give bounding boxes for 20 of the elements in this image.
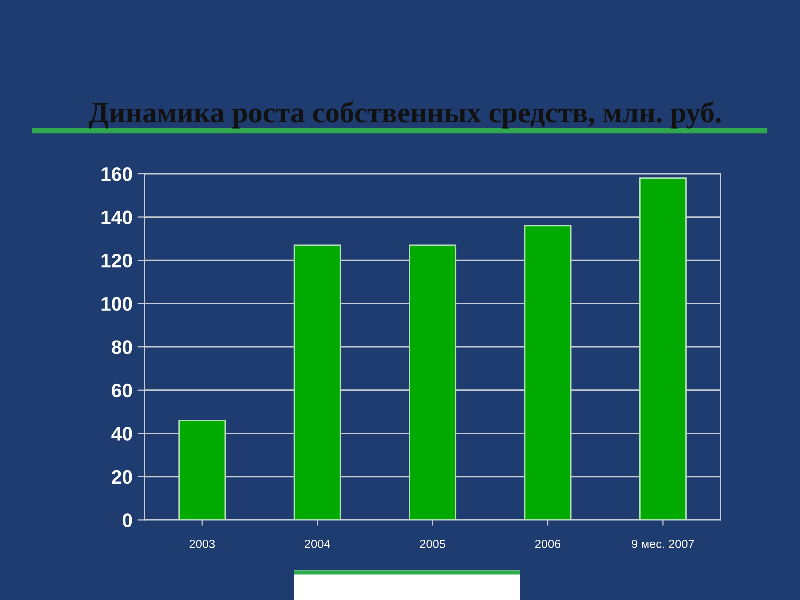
y-tick-label: 140 <box>102 210 132 225</box>
bar <box>178 420 226 520</box>
x-tick-label: 9 мес. 2007 <box>632 540 694 548</box>
bar <box>409 244 457 520</box>
bar <box>294 244 342 520</box>
x-tick-label: 2006 <box>535 540 561 548</box>
y-tick-label: 100 <box>102 297 132 312</box>
x-tick-label: 2005 <box>420 540 446 548</box>
y-tick-label: 60 <box>112 384 132 398</box>
y-tick-label: 20 <box>112 470 132 484</box>
x-tick-label: 2003 <box>190 540 216 548</box>
y-tick-label: 0 <box>122 514 132 528</box>
y-tick-label: 160 <box>102 167 132 182</box>
bar <box>639 178 687 520</box>
bar <box>524 225 572 520</box>
y-tick-label: 120 <box>102 254 132 268</box>
chart-title: Динамика роста собственных средств, млн. руб. <box>89 102 722 129</box>
x-tick-label: 2004 <box>305 540 330 548</box>
y-tick-label: 40 <box>112 427 132 441</box>
y-tick-label: 80 <box>112 340 132 354</box>
